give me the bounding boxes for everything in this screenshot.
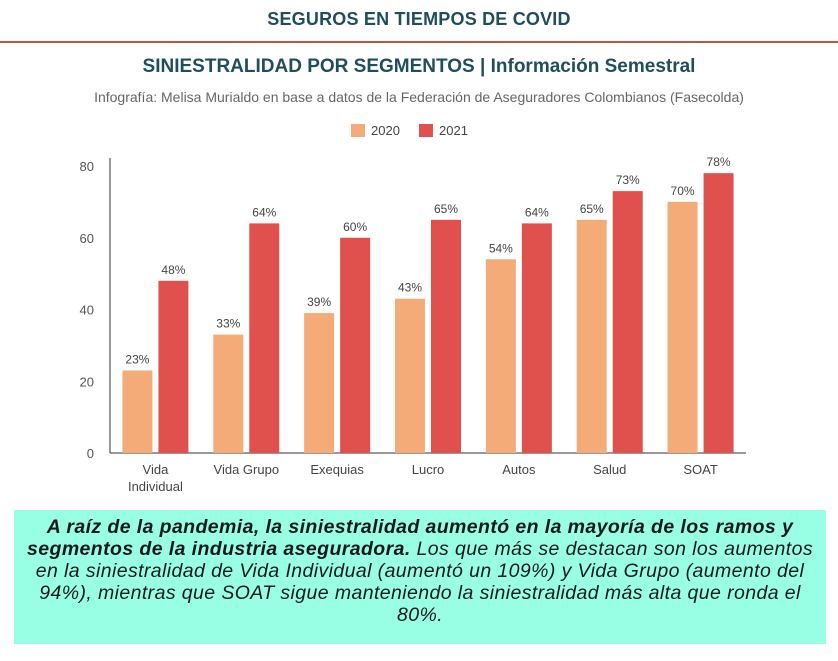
header-title: SEGUROS EN TIEMPOS DE COVID xyxy=(267,9,571,29)
value-label-2020: 23% xyxy=(125,352,149,366)
y-tick-label: 0 xyxy=(87,446,94,461)
value-label-2020: 70% xyxy=(671,184,695,198)
x-category-label: Individual xyxy=(128,479,183,494)
value-label-2020: 43% xyxy=(398,281,422,295)
bar-2020 xyxy=(485,259,516,453)
bar-2020 xyxy=(122,370,153,453)
bar-2021 xyxy=(703,173,734,454)
bar-2021 xyxy=(431,219,461,453)
x-category-label: Salud xyxy=(593,462,626,477)
x-category-label: Vida xyxy=(143,462,170,477)
bar-2021 xyxy=(521,223,552,453)
bar-2021 xyxy=(249,223,280,453)
value-label-2021: 65% xyxy=(434,202,458,216)
x-category-label: Lucro xyxy=(412,462,445,477)
chart-subtitle: Infografía: Melisa Murialdo en base a da… xyxy=(94,89,744,105)
value-label-2020: 33% xyxy=(216,317,240,331)
chart-title: SINIESTRALIDAD POR SEGMENTOS | Informaci… xyxy=(142,56,696,77)
legend-label-2020: 2020 xyxy=(371,123,400,138)
value-label-2021: 48% xyxy=(161,263,185,277)
legend-swatch-2021 xyxy=(419,124,433,137)
value-label-2021: 73% xyxy=(616,173,640,187)
value-label-2021: 60% xyxy=(343,220,367,234)
bar-2020 xyxy=(304,313,335,453)
x-category-label: Exequias xyxy=(310,462,364,477)
value-label-2021: 64% xyxy=(525,205,549,219)
value-label-2020: 39% xyxy=(307,295,331,309)
legend-label-2021: 2021 xyxy=(439,123,468,138)
y-tick-label: 60 xyxy=(80,231,94,246)
bar-2020 xyxy=(576,219,607,453)
summary-note: A raíz de la pandemia, la siniestralidad… xyxy=(14,510,826,644)
x-category-label: Autos xyxy=(502,462,536,477)
value-label-2021: 64% xyxy=(252,205,276,219)
y-tick-label: 20 xyxy=(80,374,94,389)
x-category-label: SOAT xyxy=(683,462,717,477)
x-category-label: Vida Grupo xyxy=(214,462,280,477)
value-label-2021: 78% xyxy=(707,155,731,169)
header-divider xyxy=(0,41,838,43)
bar-chart: 2020 2021 0 20 40 60 80 23% 48% Vida Individual 33%… xyxy=(80,123,746,494)
value-label-2020: 54% xyxy=(489,241,513,255)
summary-note-body: Los que más se destacan son los aumentos… xyxy=(35,538,813,626)
bar-2020 xyxy=(667,201,698,453)
bar-2021 xyxy=(340,237,371,453)
y-tick-label: 40 xyxy=(80,303,94,318)
bar-2021 xyxy=(158,280,189,453)
summary-note-highlight: A raíz de la pandemia, la siniestralidad… xyxy=(27,516,794,560)
bar-2020 xyxy=(395,298,425,453)
bar-2021 xyxy=(612,191,643,454)
value-label-2020: 65% xyxy=(580,202,604,216)
y-tick-label: 80 xyxy=(80,159,94,174)
bar-2020 xyxy=(213,334,244,453)
legend-swatch-2020 xyxy=(351,124,365,137)
